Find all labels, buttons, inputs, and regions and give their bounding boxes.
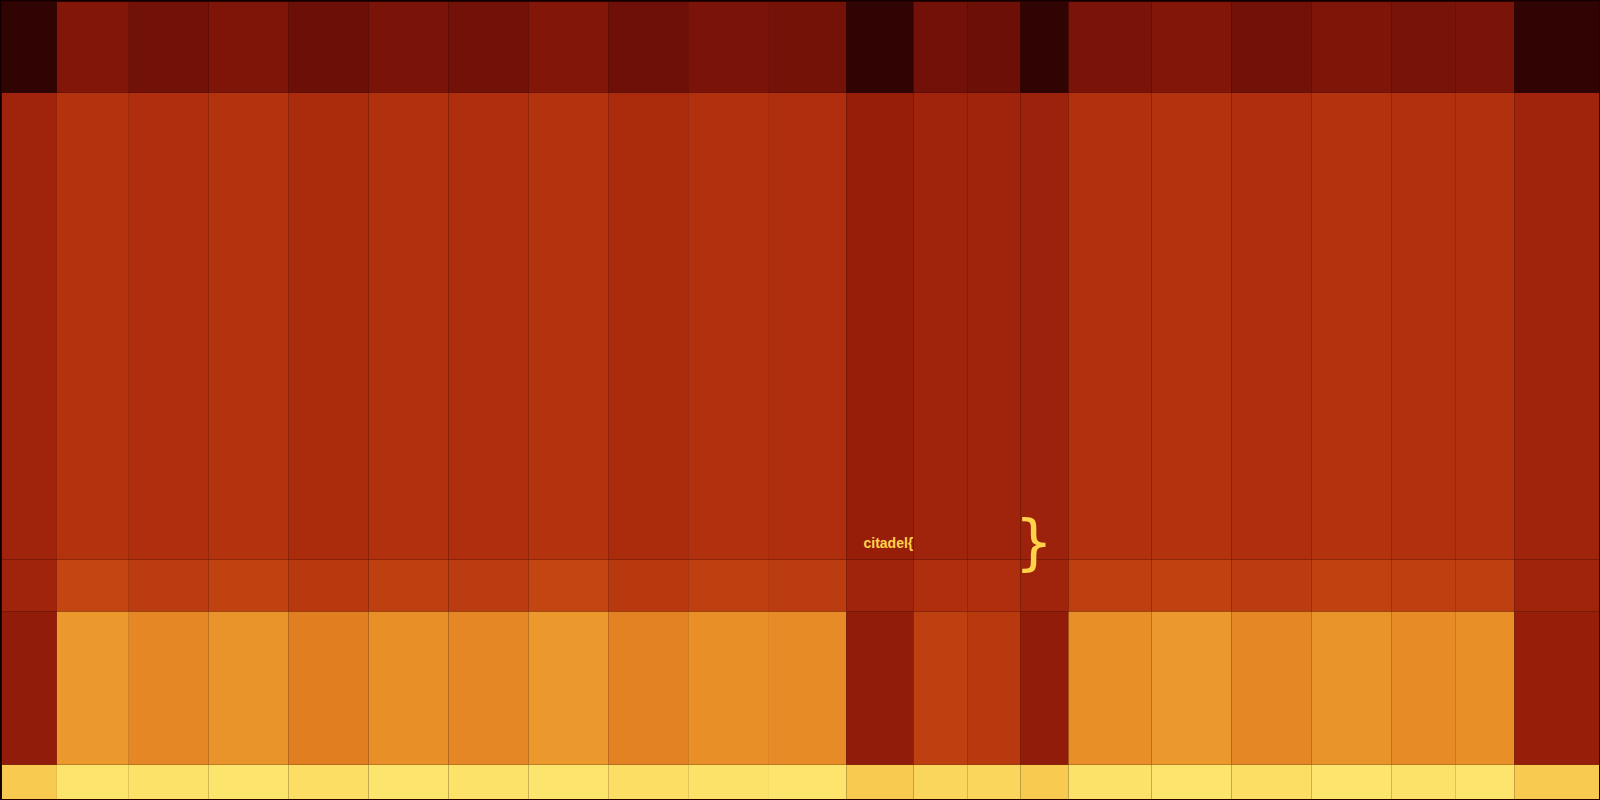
svg-text:}: } (1015, 507, 1053, 577)
svg-text:citadel{: citadel{ (863, 535, 913, 551)
